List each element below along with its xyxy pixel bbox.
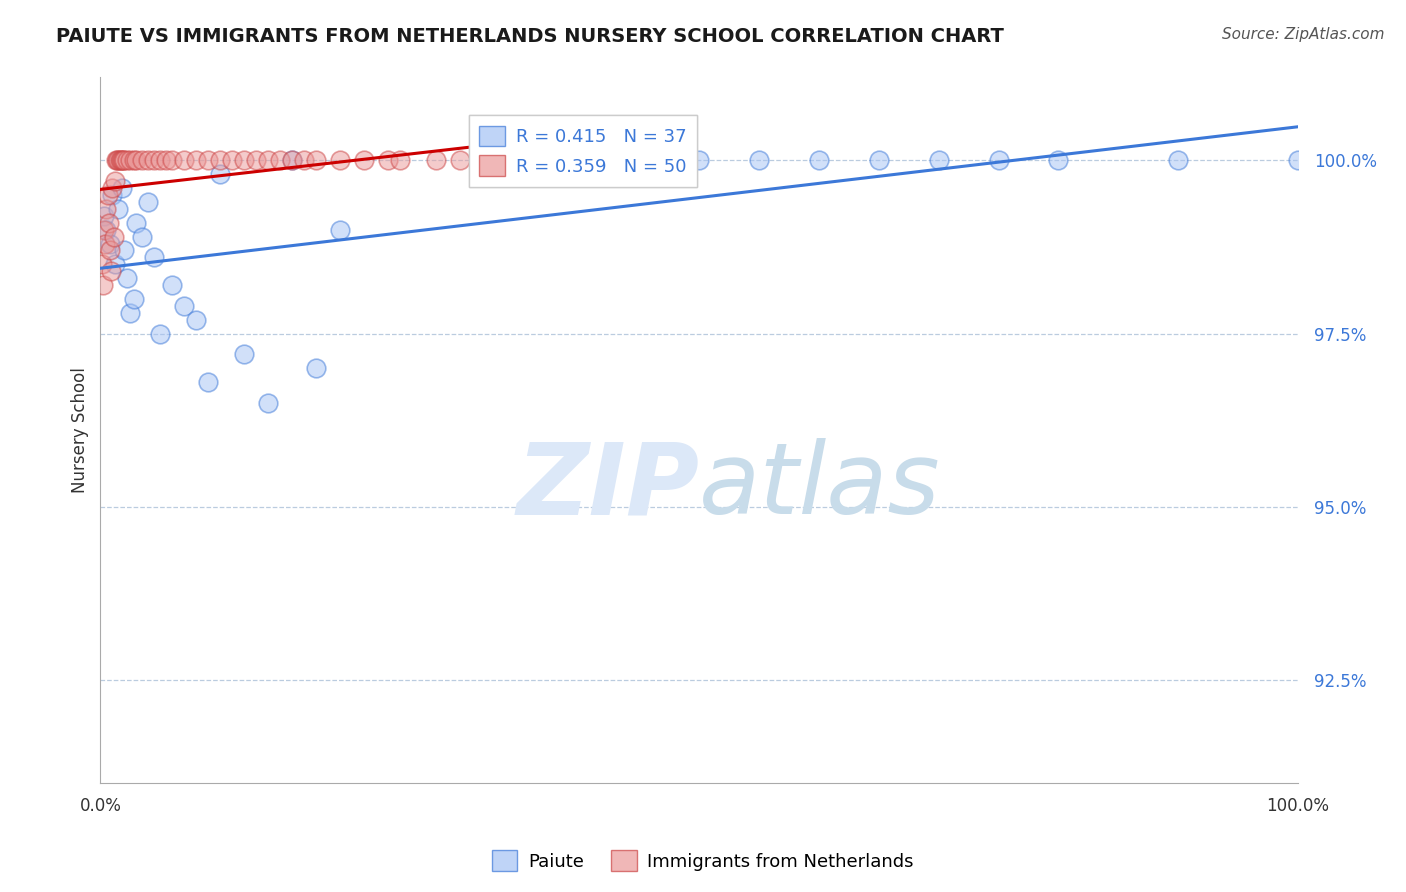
Point xyxy=(233,347,256,361)
Point xyxy=(120,153,142,168)
Point xyxy=(868,153,890,168)
Point xyxy=(160,278,183,293)
Point xyxy=(305,361,328,376)
Point xyxy=(257,395,280,409)
Point xyxy=(104,174,127,188)
Point xyxy=(173,299,195,313)
Point xyxy=(112,153,135,168)
Point xyxy=(329,153,352,168)
Point xyxy=(101,188,124,202)
Legend: R = 0.415   N = 37, R = 0.359   N = 50: R = 0.415 N = 37, R = 0.359 N = 50 xyxy=(468,115,697,187)
Text: atlas: atlas xyxy=(699,438,941,535)
Point xyxy=(425,153,447,168)
Point xyxy=(160,153,183,168)
Text: ZIP: ZIP xyxy=(516,438,699,535)
Point xyxy=(143,153,166,168)
Point xyxy=(136,194,159,209)
Point xyxy=(149,326,172,341)
Point xyxy=(91,278,114,293)
Point xyxy=(149,153,172,168)
Point xyxy=(269,153,291,168)
Point xyxy=(122,153,145,168)
Y-axis label: Nursery School: Nursery School xyxy=(72,368,89,493)
Point xyxy=(93,209,115,223)
Point xyxy=(97,216,120,230)
Point xyxy=(96,223,118,237)
Point xyxy=(377,153,399,168)
Point xyxy=(353,153,375,168)
Point xyxy=(104,257,127,271)
Point xyxy=(281,153,304,168)
Point xyxy=(329,223,352,237)
Point xyxy=(508,153,530,168)
Point xyxy=(257,153,280,168)
Point xyxy=(110,153,132,168)
Point xyxy=(1047,153,1070,168)
Point xyxy=(807,153,830,168)
Point xyxy=(100,264,122,278)
Point xyxy=(98,244,121,258)
Point xyxy=(928,153,950,168)
Point xyxy=(197,375,219,389)
Point xyxy=(111,181,134,195)
Point xyxy=(688,153,710,168)
Point xyxy=(233,153,256,168)
Point xyxy=(1167,153,1189,168)
Point xyxy=(120,306,142,320)
Point xyxy=(197,153,219,168)
Point xyxy=(104,153,127,168)
Point xyxy=(107,202,129,216)
Point xyxy=(449,153,471,168)
Text: PAIUTE VS IMMIGRANTS FROM NETHERLANDS NURSERY SCHOOL CORRELATION CHART: PAIUTE VS IMMIGRANTS FROM NETHERLANDS NU… xyxy=(56,27,1004,45)
Point xyxy=(115,271,138,285)
Point xyxy=(155,153,177,168)
Point xyxy=(107,153,129,168)
Point xyxy=(388,153,411,168)
Point xyxy=(96,188,118,202)
Point xyxy=(136,153,159,168)
Point xyxy=(125,153,148,168)
Point xyxy=(131,229,153,244)
Point xyxy=(221,153,243,168)
Point xyxy=(143,251,166,265)
Point xyxy=(748,153,770,168)
Point xyxy=(96,202,118,216)
Point xyxy=(568,153,591,168)
Point xyxy=(115,153,138,168)
Point xyxy=(122,292,145,306)
Point xyxy=(245,153,267,168)
Point xyxy=(94,236,117,251)
Point xyxy=(125,216,148,230)
Point xyxy=(93,223,115,237)
Point xyxy=(103,229,125,244)
Point xyxy=(568,153,591,168)
Point xyxy=(292,153,315,168)
Point xyxy=(112,244,135,258)
Point xyxy=(105,153,128,168)
Point xyxy=(209,167,232,181)
Point xyxy=(98,236,121,251)
Point xyxy=(101,181,124,195)
Point xyxy=(305,153,328,168)
Point xyxy=(112,153,135,168)
Point xyxy=(131,153,153,168)
Text: Source: ZipAtlas.com: Source: ZipAtlas.com xyxy=(1222,27,1385,42)
Point xyxy=(209,153,232,168)
Point xyxy=(281,153,304,168)
Point xyxy=(186,312,208,326)
Point xyxy=(1286,153,1309,168)
Point xyxy=(508,153,530,168)
Legend: Paiute, Immigrants from Netherlands: Paiute, Immigrants from Netherlands xyxy=(485,843,921,879)
Point xyxy=(90,257,112,271)
Point xyxy=(987,153,1010,168)
Point xyxy=(108,153,131,168)
Point xyxy=(111,153,134,168)
Point xyxy=(173,153,195,168)
Point xyxy=(186,153,208,168)
